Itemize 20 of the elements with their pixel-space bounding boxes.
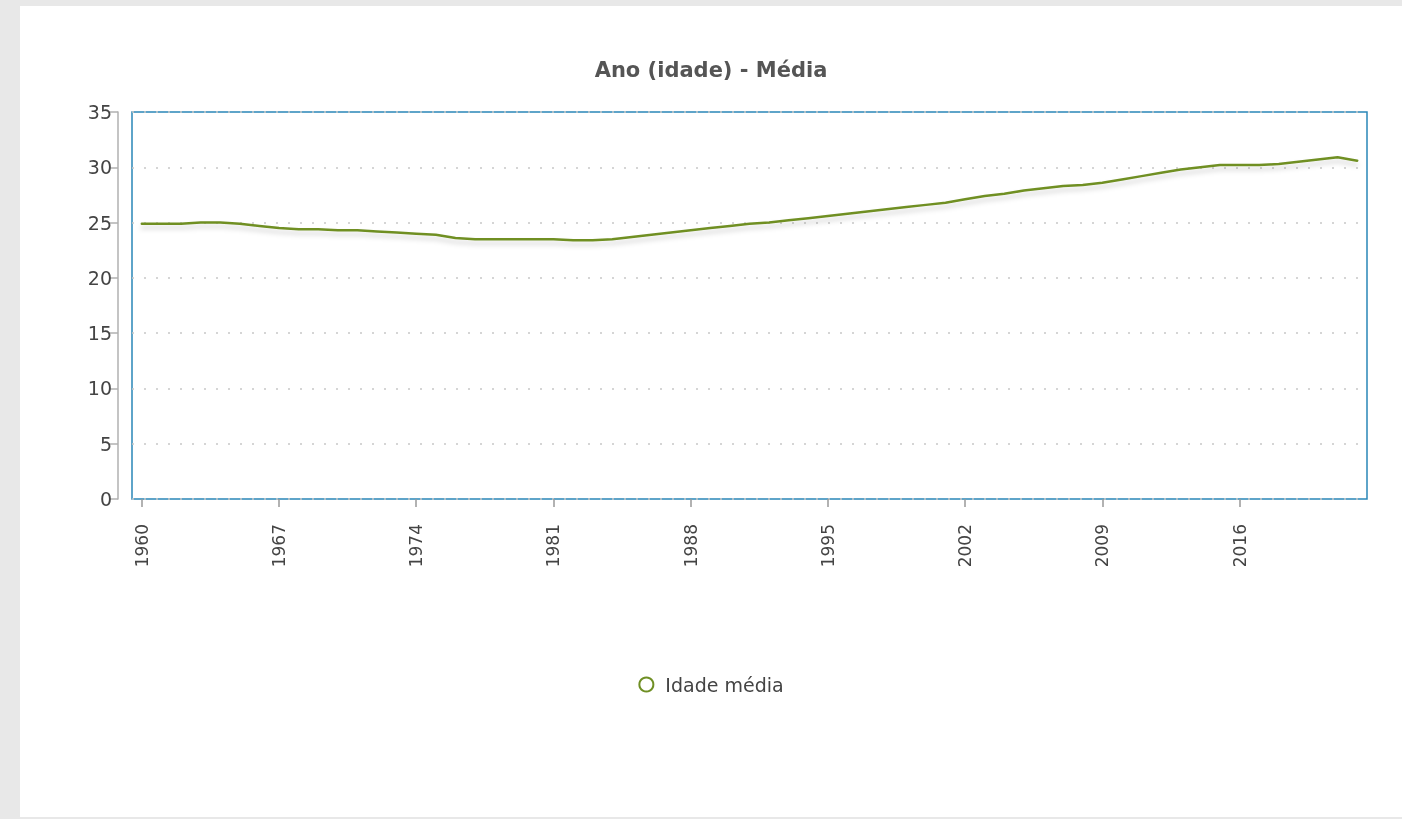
x-tick-label: 1967 [269,524,290,568]
chart-title: Ano (idade) - Média [594,57,828,82]
y-tick-label: 35 [87,101,112,123]
x-tick-label: 1974 [406,524,427,568]
y-tick-label: 10 [87,377,112,400]
x-tick-label: 1995 [817,524,838,568]
x-tick-label: 2002 [955,524,976,568]
x-tick-label: 1988 [680,524,701,568]
x-tick-label: 2016 [1229,524,1250,568]
y-tick-label: 0 [99,488,112,510]
y-tick-label: 25 [87,211,112,234]
line-series [140,156,1359,242]
x-tick-label: 1981 [543,524,564,568]
legend-label: Idade média [665,673,784,696]
x-tick-label: 1960 [131,524,152,568]
x-tick-label: 2009 [1092,524,1113,568]
y-tick-label: 30 [87,156,112,179]
y-tick-label: 20 [87,266,112,289]
y-tick-label: 15 [87,322,112,345]
y-tick-label: 5 [99,432,112,455]
